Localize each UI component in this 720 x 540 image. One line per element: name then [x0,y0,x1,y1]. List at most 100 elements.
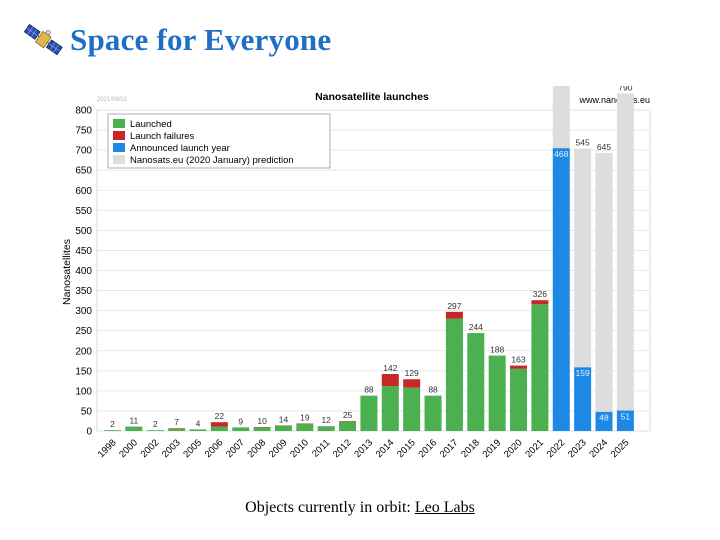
bar-2013-launched [360,395,378,431]
bar-value-label: 22 [215,411,225,421]
y-tick-label: 150 [75,366,92,377]
bar-value-label: 326 [533,289,547,299]
y-axis-label: Nanosatellites [61,239,73,305]
bar-2005-launched [189,429,207,431]
y-tick-label: 50 [81,406,93,417]
legend-label: Announced launch year [130,143,230,154]
legend-label: Launched [130,119,172,130]
bar-2014-launched [381,386,399,431]
x-tick-label: 2018 [459,437,482,460]
bar-2003-launched [168,428,186,431]
x-tick-label: 2020 [502,437,525,460]
x-tick-label: 2005 [181,437,204,460]
bar-2012-launched [339,421,357,431]
x-tick-label: 2023 [566,437,589,460]
x-tick-label: 2006 [203,437,226,460]
bar-2011-launched [317,426,335,431]
y-tick-label: 300 [75,306,92,317]
y-tick-label: 0 [86,427,92,438]
x-tick-label: 2003 [160,437,183,460]
y-tick-label: 650 [75,166,92,177]
chart-title: Nanosatellite launches [315,91,429,103]
bar-2014-launch-failures [381,374,399,387]
x-tick-label: 2009 [267,437,290,460]
legend-label: Nanosats.eu (2020 January) prediction [130,155,294,166]
bar-value-label: 790 [618,86,632,93]
slide-title: Space for Everyone [70,22,332,57]
footer-text: Objects currently in orbit: [245,499,411,516]
bar-2000-launched [125,426,143,431]
bar-inner-label: 48 [599,413,609,423]
bar-value-label: 4 [196,418,201,428]
x-tick-label: 2022 [545,437,568,460]
x-tick-label: 2002 [139,437,162,460]
bar-value-label: 7 [174,417,179,427]
bar-2024-nanosats-eu-2020-january-prediction [595,152,613,412]
legend-swatch [113,143,125,152]
bar-value-label: 129 [405,368,419,378]
bar-value-label: 14 [279,414,289,424]
x-tick-label: 2010 [288,437,311,460]
x-tick-label: 2024 [587,437,610,460]
x-tick-label: 2014 [374,437,397,460]
bar-2008-launched [253,427,271,431]
x-tick-label: 2011 [310,437,332,459]
bar-value-label: 2 [110,419,115,429]
bar-value-label: 188 [490,345,504,355]
leo-labs-link[interactable]: Leo Labs [414,499,475,516]
bar-2006-launched [210,426,228,431]
y-tick-label: 500 [75,226,92,237]
satellite-icon [23,23,63,56]
bar-2007-launched [232,427,250,431]
x-tick-label: 2013 [352,437,375,460]
bar-2024-announced-launch-year [595,411,613,431]
bar-2015-launched [403,387,421,431]
bar-2022-announced-launch-year [552,148,570,431]
bar-2021-launched [531,304,549,431]
bar-2025-nanosats-eu-2020-january-prediction [616,93,634,411]
bar-value-label: 10 [257,416,267,426]
bar-2025-announced-launch-year [616,410,634,431]
chart: 2021/09/01 Nanosatellite launches www.na… [50,0,670,476]
x-tick-label: 2008 [245,437,268,460]
bar-2006-launch-failures [210,422,228,427]
bar-value-label: 142 [383,363,397,373]
bar-inner-label: 159 [576,368,590,378]
x-tick-label: 2019 [481,437,504,460]
bar-value-label: 9 [238,416,243,426]
y-tick-label: 350 [75,286,92,297]
bar-2021-launch-failures [531,300,549,305]
x-tick-label: 1998 [96,437,119,460]
bar-2017-launched [445,318,463,431]
bar-value-label: 88 [364,385,374,395]
chart-svg: 2021/09/01 Nanosatellite launches www.na… [61,0,651,460]
legend-swatch [113,131,125,140]
bars [104,0,634,431]
y-tick-label: 550 [75,206,92,217]
bar-value-label: 11 [129,416,138,426]
bar-value-label: 545 [576,138,590,148]
y-tick-label: 100 [75,386,92,397]
y-tick-label: 700 [75,146,92,157]
bar-2022-nanosats-eu-2020-january-prediction [552,0,570,149]
bar-value-label: 2 [153,419,158,429]
bar-2018-launched [467,333,485,431]
y-tick-label: 400 [75,266,92,277]
x-tick-label: 2007 [224,437,247,460]
legend-box [107,113,331,169]
chart-source: www.nanosats.eu [578,95,650,105]
bar-value-label: 19 [300,412,310,422]
bar-value-label: 645 [597,142,611,152]
x-tick-label: 2017 [438,437,461,460]
x-tick-label: 2021 [523,437,546,460]
bar-2010-launched [296,423,314,431]
bar-2023-nanosats-eu-2020-january-prediction [574,148,592,368]
bar-2016-launched [424,395,442,431]
y-tick-label: 450 [75,246,92,257]
bar-2020-launched [510,368,528,431]
bar-value-label: 297 [447,301,461,311]
legend-swatch [113,155,125,164]
bar-2002-launched [146,430,164,431]
bar-2017-launch-failures [445,311,463,319]
